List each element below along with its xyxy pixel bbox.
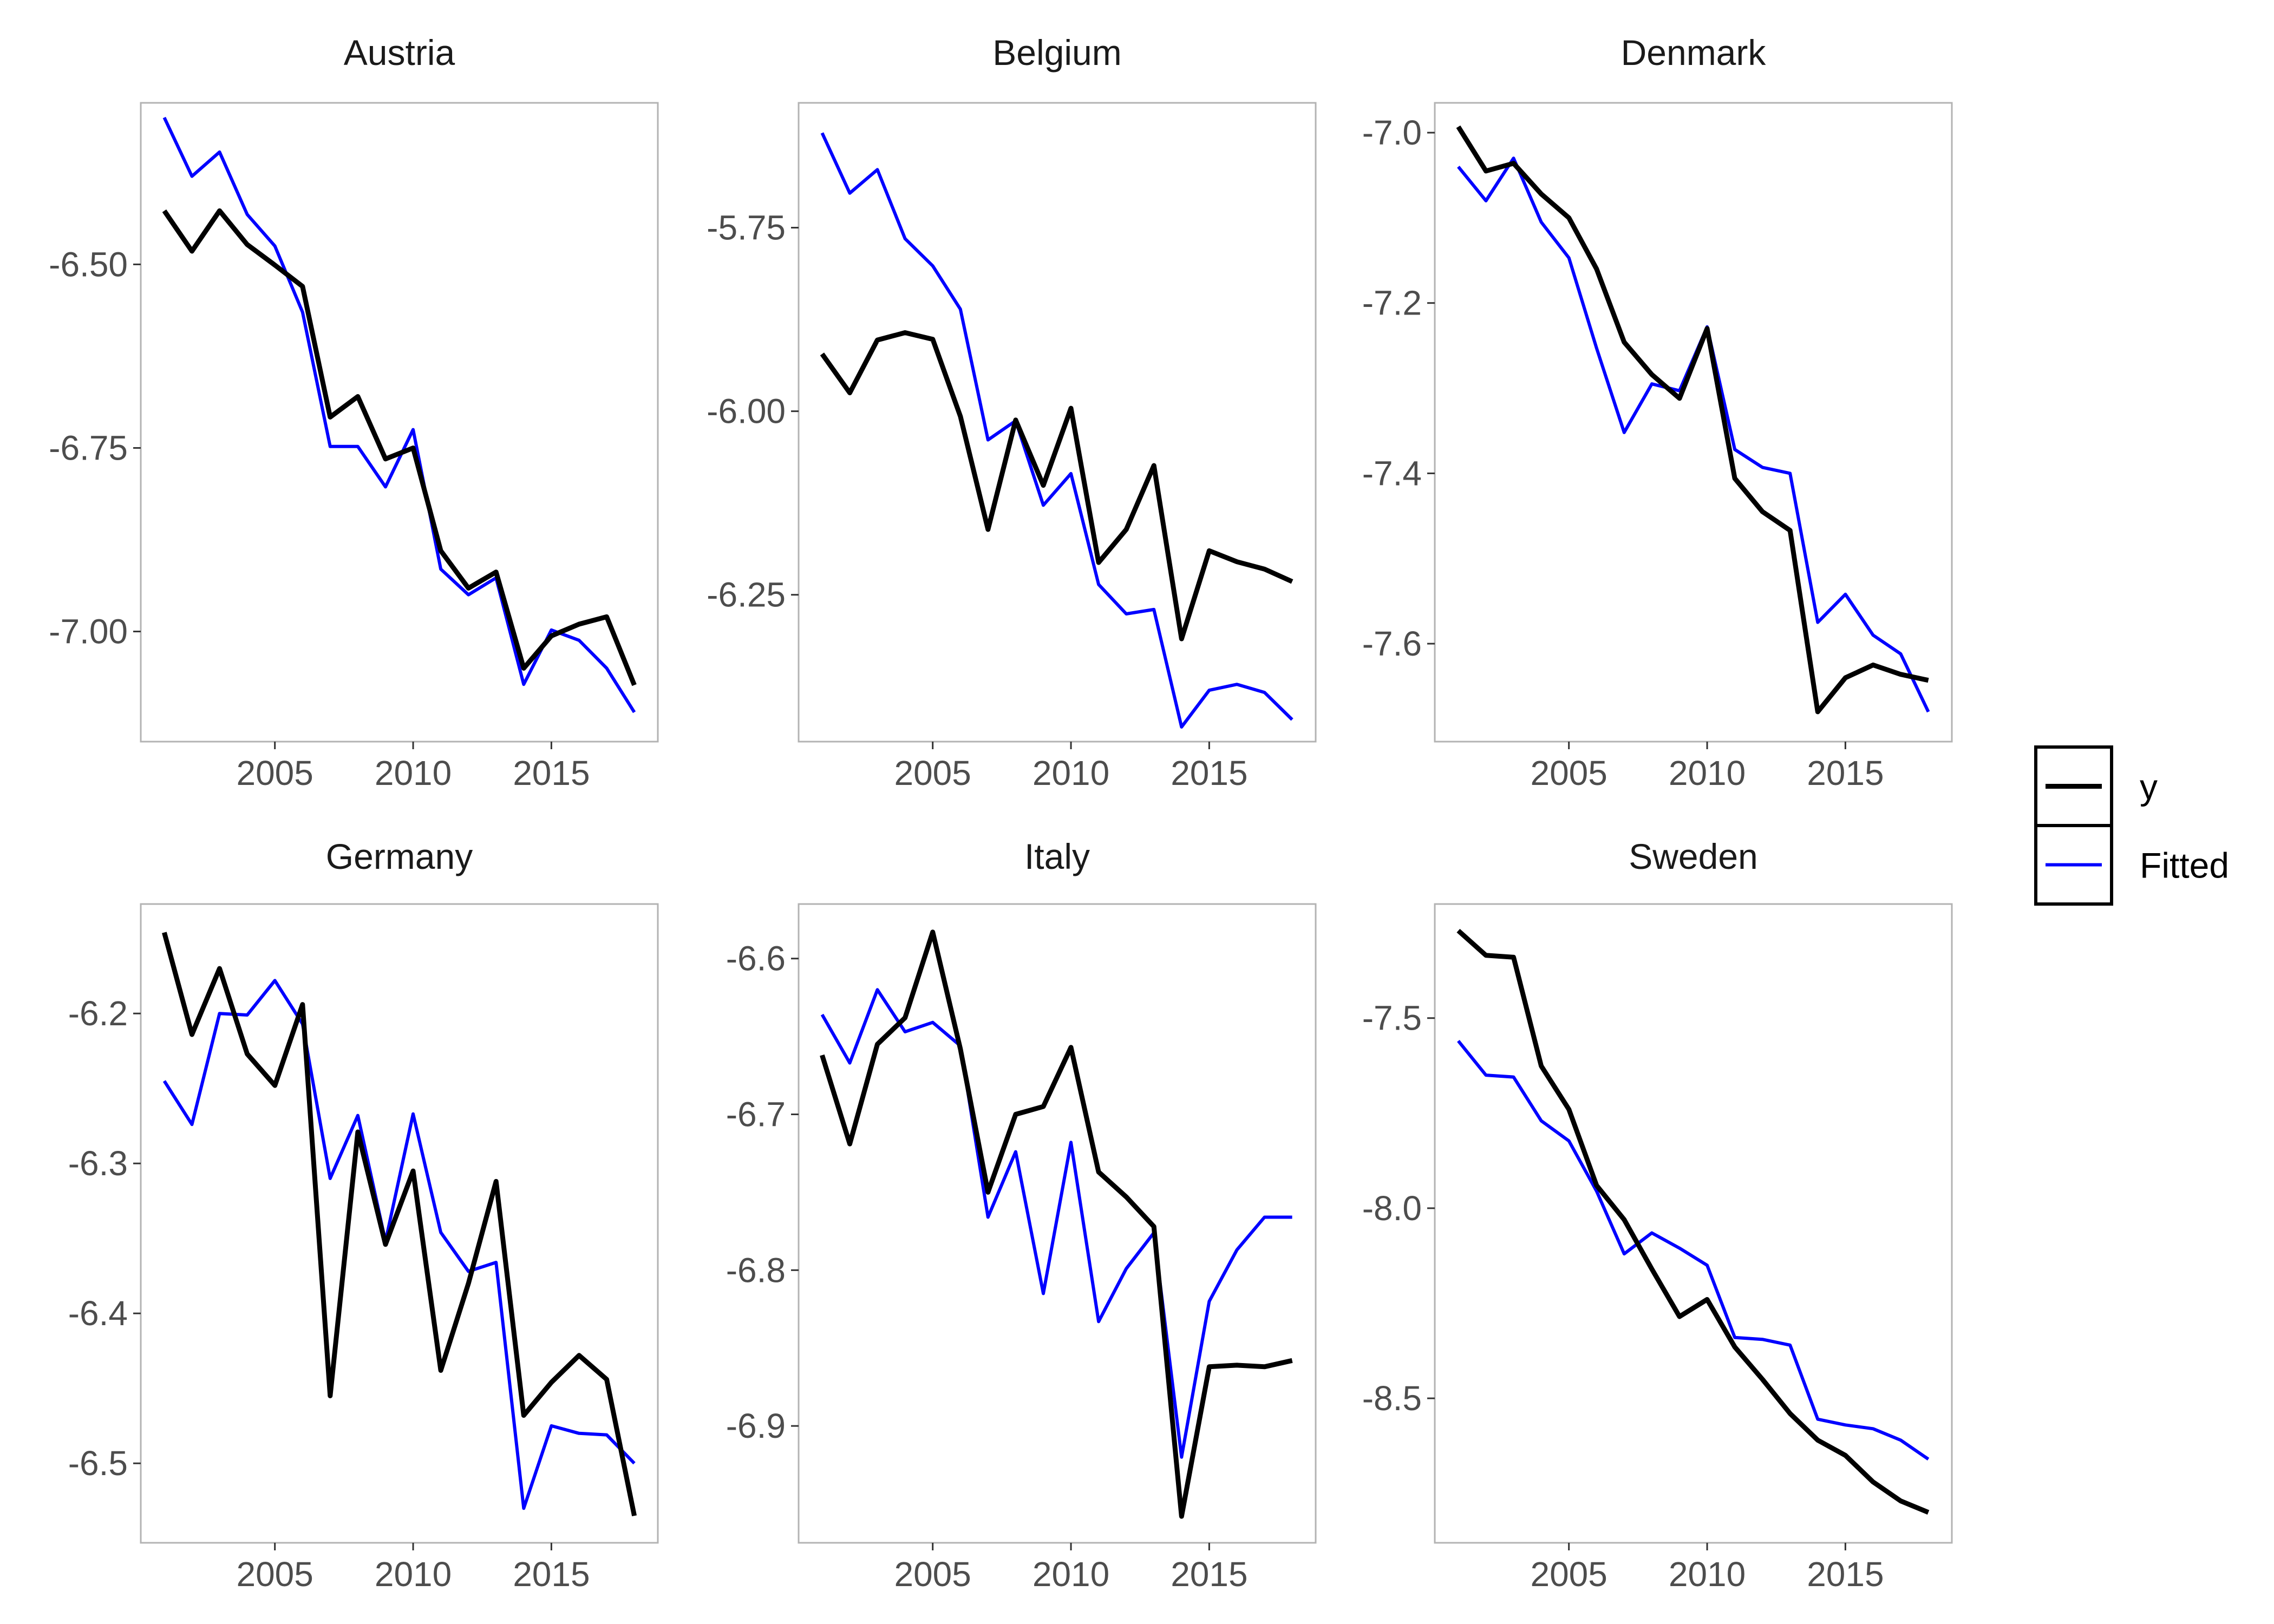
legend: y Fitted: [2034, 745, 2229, 906]
y-tick-label: -6.5: [68, 1444, 128, 1483]
legend-label: y: [2140, 767, 2158, 807]
fitted-line-germany: [162, 979, 636, 1510]
y-tick-label: -6.00: [707, 392, 786, 431]
y-tick-label: -7.6: [1362, 624, 1422, 663]
y-line-belgium: [820, 330, 1293, 641]
y-line-germany: [162, 932, 637, 1516]
y-tick-label: -5.75: [707, 208, 786, 247]
panel-title-belgium: Belgium: [992, 32, 1121, 73]
y-tick-label: -6.3: [68, 1144, 128, 1183]
panel-frame-austria: [140, 102, 659, 743]
x-tick-label: 2005: [1530, 754, 1607, 793]
panel-title-germany: Germany: [326, 836, 473, 876]
legend-label: Fitted: [2140, 846, 2229, 886]
x-tick-label: 2015: [1171, 754, 1247, 793]
panel-title-sweden: Sweden: [1629, 836, 1758, 876]
x-tick-label: 2010: [1033, 754, 1109, 793]
y-tick-label: -6.9: [726, 1406, 786, 1445]
x-tick-label: 2015: [1807, 754, 1884, 793]
x-tick-label: 2005: [894, 754, 971, 793]
panel-title-denmark: Denmark: [1621, 32, 1767, 73]
y-tick-label: -6.8: [726, 1250, 786, 1289]
y-tick-label: -6.7: [726, 1095, 786, 1134]
panel-frame-sweden: [1434, 903, 1953, 1544]
x-tick-label: 2010: [375, 1555, 452, 1594]
panel-germany: Germany -6.2 -6.3 -6.4 -6.5 2005 2010 2015: [68, 836, 659, 1594]
panel-belgium: Belgium -5.75 -6.00 -6.25 2005 2010 2015: [707, 32, 1317, 793]
y-line-sweden: [1456, 928, 1930, 1515]
x-tick-label: 2005: [1530, 1555, 1607, 1594]
x-tick-label: 2015: [513, 754, 590, 793]
x-tick-label: 2005: [236, 754, 313, 793]
y-tick-label: -6.6: [726, 939, 786, 978]
panel-italy: Italy -6.6 -6.7 -6.8 -6.9 2005 2010 2015: [726, 836, 1317, 1594]
y-tick-label: -7.0: [1362, 113, 1422, 152]
y-tick-label: -8.0: [1362, 1189, 1422, 1228]
y-tick-label: -7.5: [1362, 999, 1422, 1038]
x-tick-label: 2010: [375, 754, 452, 793]
panel-frame-denmark: [1434, 102, 1953, 743]
y-line-austria: [162, 208, 637, 686]
x-tick-label: 2005: [894, 1555, 971, 1594]
panel-title-austria: Austria: [344, 32, 455, 73]
y-tick-label: -7.00: [49, 612, 128, 651]
y-tick-label: -6.4: [68, 1294, 128, 1333]
x-tick-label: 2010: [1669, 754, 1746, 793]
panel-frame-germany: [140, 903, 659, 1544]
y-tick-label: -6.50: [49, 245, 128, 284]
panel-sweden: Sweden -7.5 -8.0 -8.5 2005 2010 2015: [1362, 836, 1953, 1594]
panel-title-italy: Italy: [1024, 836, 1090, 876]
x-tick-label: 2010: [1669, 1555, 1746, 1594]
panel-denmark: Denmark -7.0 -7.2 -7.4 -7.6 2005 2010 2015: [1362, 32, 1953, 793]
fitted-line-sweden: [1457, 1040, 1930, 1461]
panel-austria: Austria -6.50 -6.75 -7.00 2005 2010 2015: [49, 32, 659, 793]
y-tick-label: -8.5: [1362, 1379, 1422, 1418]
x-tick-label: 2015: [1807, 1555, 1884, 1594]
x-tick-label: 2015: [1171, 1555, 1247, 1594]
y-tick-label: -7.4: [1362, 454, 1422, 493]
y-tick-label: -6.75: [49, 428, 128, 467]
y-tick-label: -7.2: [1362, 284, 1422, 323]
panel-frame-belgium: [798, 102, 1317, 743]
y-line-denmark: [1456, 125, 1929, 715]
x-tick-label: 2010: [1033, 1555, 1109, 1594]
x-tick-label: 2015: [513, 1555, 590, 1594]
x-tick-label: 2005: [236, 1555, 313, 1594]
y-line-italy: [820, 929, 1293, 1519]
fitted-line-belgium: [820, 132, 1293, 729]
y-tick-label: -6.25: [707, 575, 786, 614]
y-tick-label: -6.2: [68, 994, 128, 1033]
